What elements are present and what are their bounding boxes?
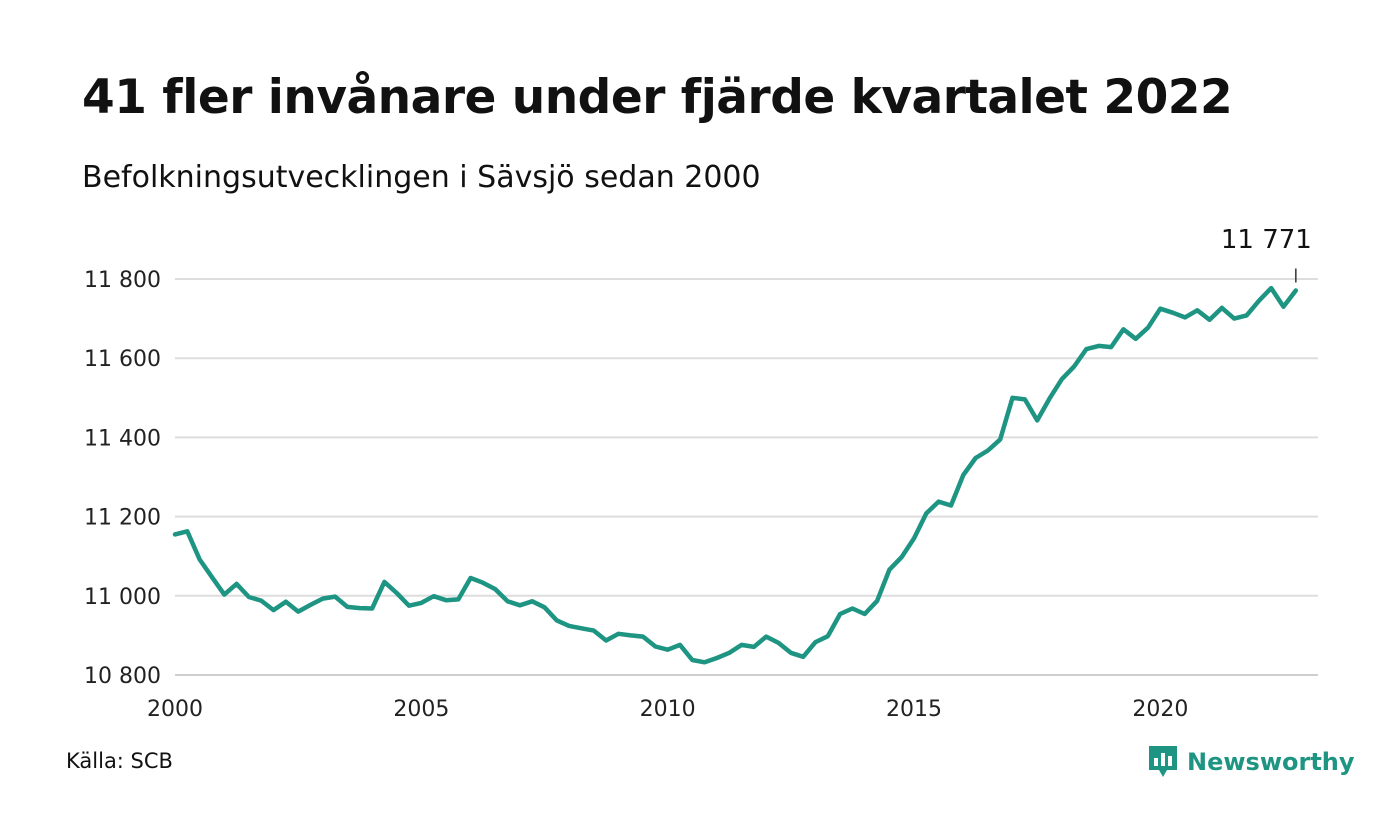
end-value-annotation: 11 771 xyxy=(1221,225,1312,283)
source-note: Källa: SCB xyxy=(66,749,173,773)
y-tick-label: 11 600 xyxy=(84,347,161,372)
y-tick-label: 11 200 xyxy=(84,506,161,531)
y-tick-label: 11 000 xyxy=(84,585,161,610)
newsworthy-logo: Newsworthy xyxy=(1147,744,1355,780)
series-line xyxy=(172,285,1299,665)
x-tick-label: 2015 xyxy=(886,697,942,722)
bar-chart-speech-bubble-icon xyxy=(1149,746,1177,777)
chart-title: 41 fler invånare under fjärde kvartalet … xyxy=(82,70,1233,125)
y-tick-label: 11 800 xyxy=(84,268,161,293)
y-tick-label: 10 800 xyxy=(84,664,161,689)
x-tick-label: 2005 xyxy=(393,697,449,722)
brand-name: Newsworthy xyxy=(1187,748,1355,776)
gridlines xyxy=(175,278,1318,676)
x-tick-label: 2020 xyxy=(1132,697,1188,722)
y-tick-label: 11 400 xyxy=(84,426,161,451)
chart-subtitle: Befolkningsutvecklingen i Sävsjö sedan 2… xyxy=(82,160,761,195)
x-tick-label: 2010 xyxy=(640,697,696,722)
x-axis-ticks: 2000 2005 2010 2015 2020 xyxy=(147,697,1188,722)
y-axis-ticks: 10 800 11 000 11 200 11 400 11 600 11 800 xyxy=(84,268,161,689)
end-value-label: 11 771 xyxy=(1221,225,1312,255)
x-tick-label: 2000 xyxy=(147,697,203,722)
series-layer xyxy=(172,285,1299,665)
